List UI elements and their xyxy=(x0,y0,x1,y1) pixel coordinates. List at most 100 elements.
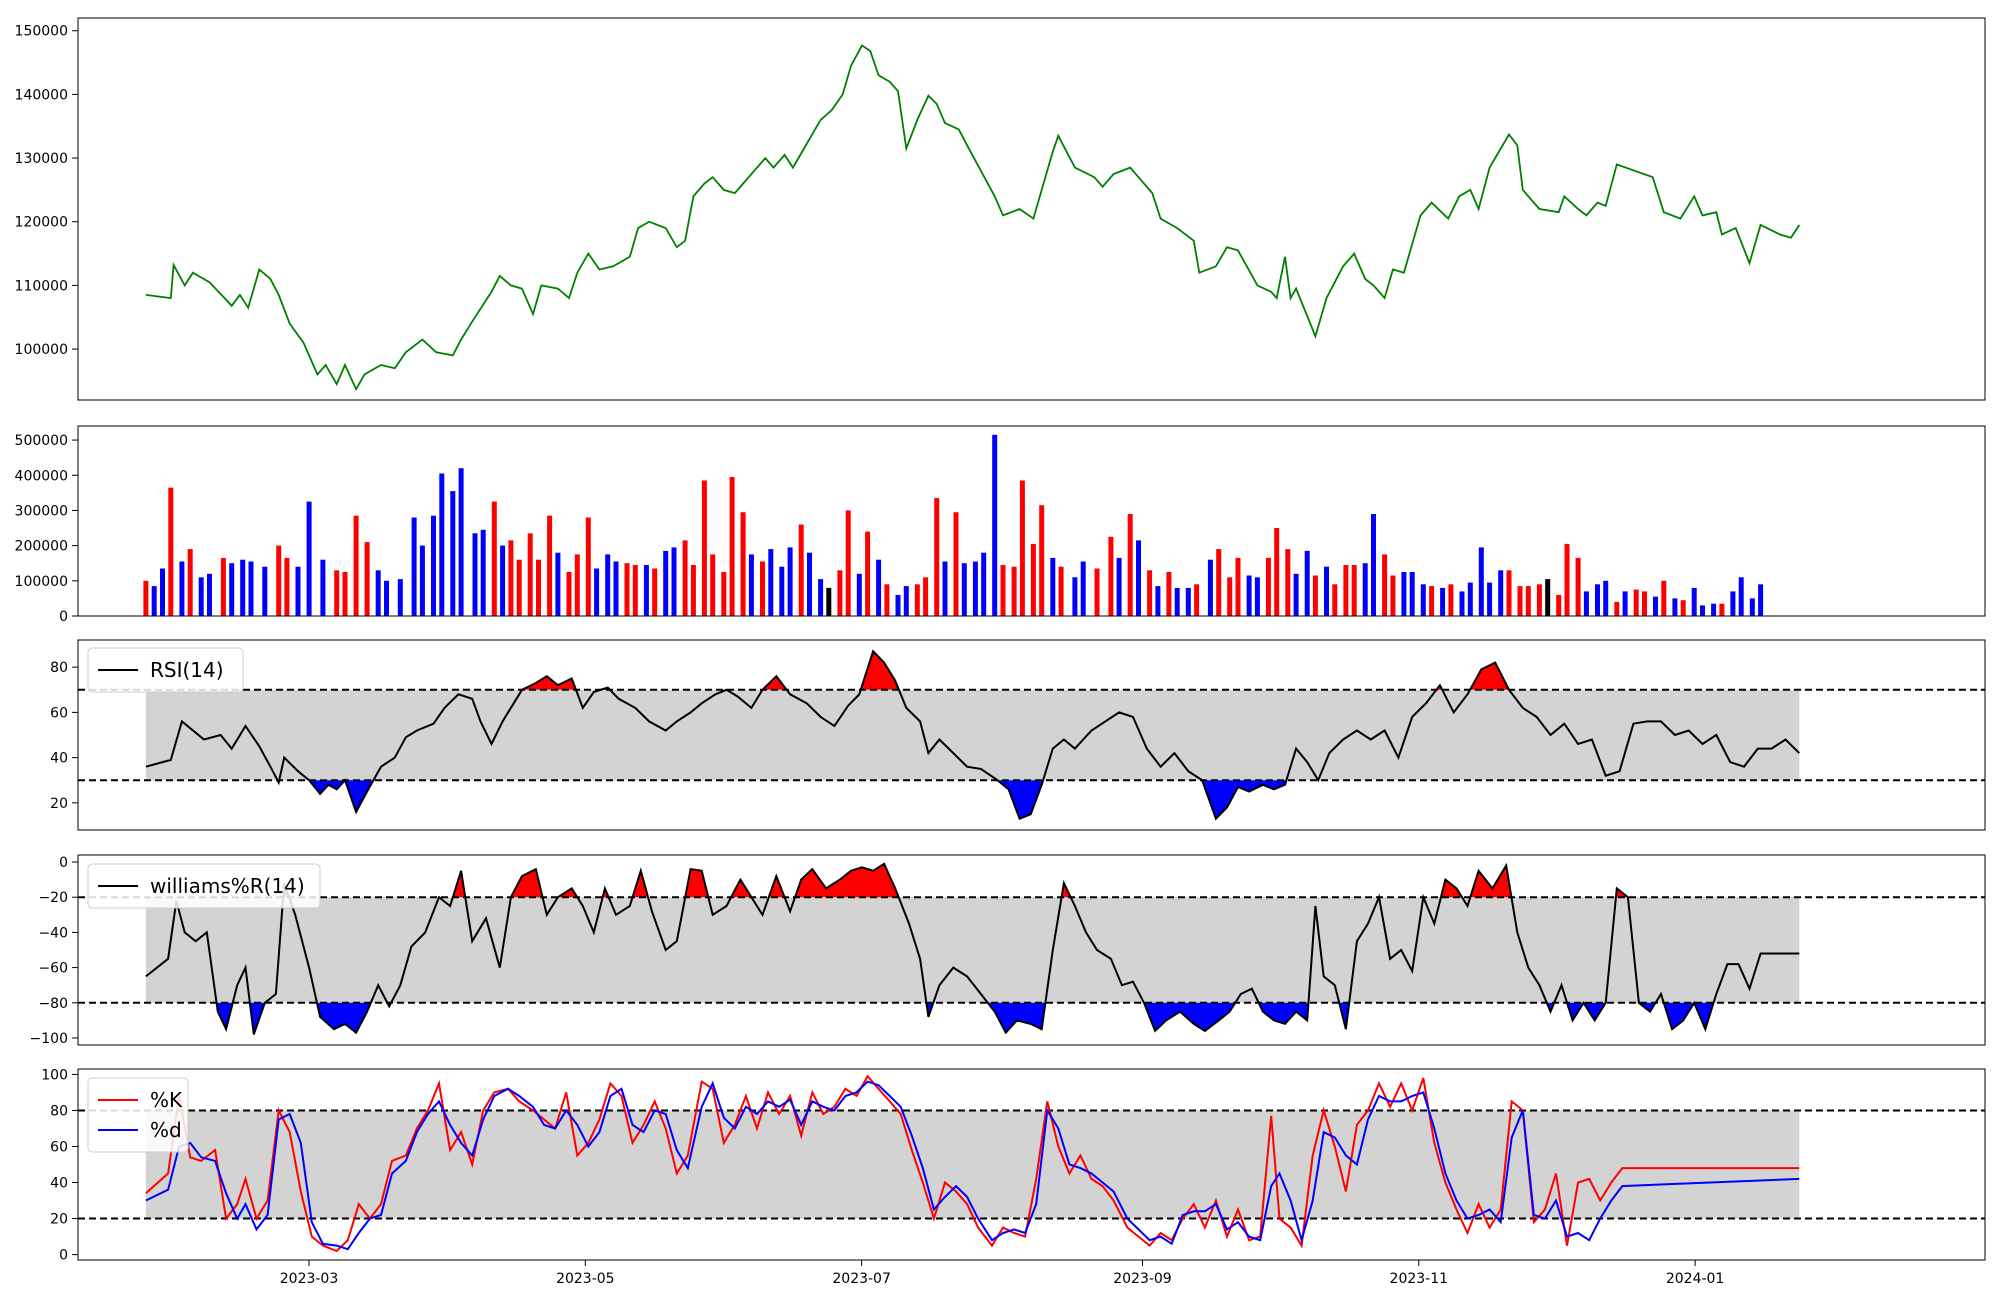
volume-bar xyxy=(1711,603,1717,616)
volume-bar xyxy=(1730,591,1736,616)
volume-bar xyxy=(961,563,967,616)
volume-bar xyxy=(1312,575,1318,616)
volume-bar xyxy=(431,515,436,616)
volume-bar xyxy=(1362,563,1368,616)
volume-bar xyxy=(1603,580,1609,616)
volume-bar xyxy=(895,594,901,616)
volume-bar xyxy=(1227,577,1233,616)
volume-bar xyxy=(1351,565,1357,616)
volume-bar xyxy=(1116,557,1122,616)
volume-bar xyxy=(972,561,978,616)
volume-bar xyxy=(1136,540,1141,616)
x-tick-label: 2023-09 xyxy=(1113,1271,1172,1287)
stochastic-ytick-label: 20 xyxy=(50,1212,68,1228)
volume-bar xyxy=(168,487,174,616)
volume-bar xyxy=(1614,601,1620,616)
volume-bar xyxy=(942,561,948,616)
volume-bar xyxy=(1448,584,1454,616)
volume-bar xyxy=(1536,584,1542,616)
volume-bar xyxy=(480,529,486,616)
price-ytick-label: 130000 xyxy=(15,151,68,167)
volume-bar xyxy=(1691,587,1697,616)
volume-bar xyxy=(605,554,611,616)
volume-bar xyxy=(807,552,812,616)
rsi-ytick-label: 80 xyxy=(50,660,68,676)
stochastic-legend-label: %d xyxy=(150,1118,182,1142)
volume-bar xyxy=(1039,505,1045,616)
price-axes: 100000 110000 120000 130000 140000 150000 xyxy=(15,24,78,358)
volume-bar xyxy=(1382,554,1388,616)
williams-frame xyxy=(77,854,1986,1046)
rsi-ytick-label: 40 xyxy=(50,751,68,767)
stochastic-ytick-label: 100 xyxy=(41,1067,68,1083)
rsi-ytick-label: 60 xyxy=(50,705,68,721)
williams-axes: 0 −20 −40 −60 −80 −100 xyxy=(30,855,78,1047)
volume-bar xyxy=(1498,570,1504,616)
volume-bar xyxy=(1147,570,1153,616)
volume-bar xyxy=(1661,580,1667,616)
volume-bar xyxy=(1058,566,1064,616)
volume-bar xyxy=(1467,582,1473,616)
stochastic-line-d xyxy=(145,1080,1800,1251)
volume-bar xyxy=(411,517,417,616)
volume-bar xyxy=(198,577,204,616)
williams-ytick-label: −100 xyxy=(30,1031,68,1047)
x-axis: 2023-03 2023-05 2023-07 2023-09 2023-11 2024-… xyxy=(280,1260,1724,1287)
volume-bar xyxy=(690,565,696,616)
rsi-legend-box xyxy=(87,647,244,693)
williams-legend: williams%R(14) xyxy=(87,863,321,909)
rsi-legend: RSI(14) xyxy=(87,647,244,693)
volume-bar xyxy=(500,545,506,616)
volume-bar xyxy=(143,580,149,616)
volume-bar xyxy=(953,512,959,616)
stochastic-line-k xyxy=(145,1074,1800,1253)
volume-bar xyxy=(458,468,464,616)
volume-ytick-label: 300000 xyxy=(15,503,68,519)
volume-bar xyxy=(1166,572,1172,616)
volume-ytick-label: 200000 xyxy=(15,539,68,555)
volume-bar xyxy=(220,557,226,616)
volume-bar xyxy=(1274,528,1280,616)
volume-bar xyxy=(1000,565,1006,616)
volume-bar xyxy=(1254,577,1260,616)
volume-bar xyxy=(1642,591,1647,616)
volume-bar xyxy=(914,584,920,616)
volume-bar xyxy=(516,559,522,616)
williams-line xyxy=(145,862,1800,1035)
volume-bar xyxy=(419,545,425,616)
volume-bar xyxy=(1758,584,1764,616)
stochastic-legend: %K %d xyxy=(87,1077,189,1153)
volume-bar xyxy=(1343,565,1349,616)
volume-bar xyxy=(295,566,301,616)
volume-bar xyxy=(1700,605,1705,616)
williams-legend-box xyxy=(87,863,321,909)
volume-bar xyxy=(652,568,658,616)
volume-bar xyxy=(1719,603,1725,616)
volume-bar xyxy=(1459,591,1465,616)
volume-bar xyxy=(450,491,456,616)
rsi-oversold-fill xyxy=(277,780,1287,819)
volume-bar xyxy=(748,554,754,616)
volume-bar xyxy=(1185,587,1191,616)
rsi-frame xyxy=(77,639,1986,831)
rsi-axes: 20 40 60 80 xyxy=(50,660,78,812)
volume-bar xyxy=(566,572,572,616)
volume-bar xyxy=(1478,547,1484,616)
volume-ytick-label: 400000 xyxy=(15,468,68,484)
volume-bar xyxy=(1332,584,1338,616)
volume-bar xyxy=(701,480,707,616)
volume-bar xyxy=(826,587,832,616)
price-ytick-label: 150000 xyxy=(15,24,68,40)
volume-bar xyxy=(1127,514,1133,616)
volume-axes: 0 100000 200000 300000 400000 500000 xyxy=(15,433,78,625)
volume-bar xyxy=(1246,575,1252,616)
volume-bar xyxy=(1749,598,1755,616)
stochastic-ytick-label: 60 xyxy=(50,1139,68,1155)
volume-bar xyxy=(1409,572,1415,616)
volume-bar xyxy=(1564,543,1570,616)
volume-bar xyxy=(1545,579,1551,616)
volume-bar xyxy=(671,547,677,616)
volume-bar xyxy=(1304,550,1310,616)
